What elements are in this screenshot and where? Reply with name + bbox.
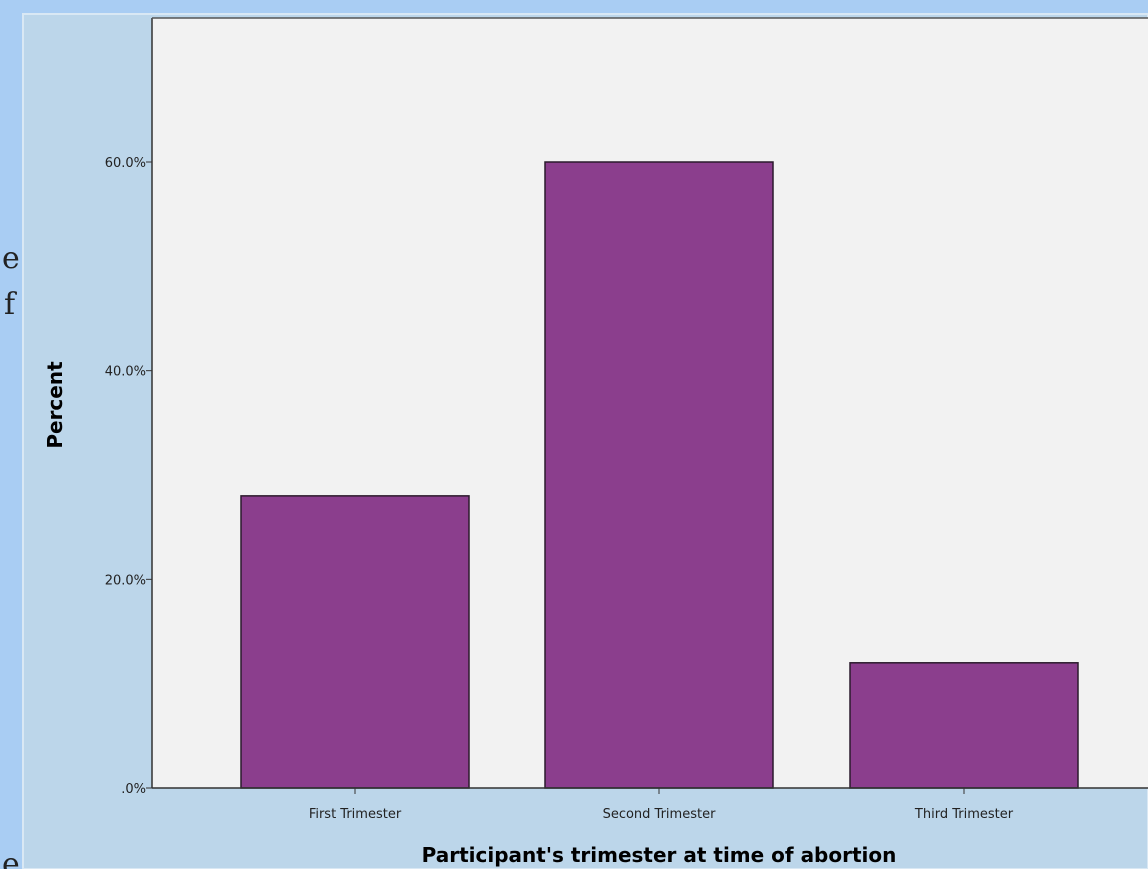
- background-text-fragment: e: [2, 241, 20, 276]
- bar: [544, 161, 774, 789]
- y-tick-label: 40.0%: [105, 365, 146, 380]
- background-document-strip: [0, 0, 23, 869]
- y-tick-label: .0%: [121, 782, 146, 797]
- y-tick-label: 20.0%: [105, 573, 146, 588]
- background-text-fragment: e: [2, 847, 20, 869]
- bar: [849, 662, 1079, 789]
- bars-layer: [240, 161, 1079, 789]
- x-tick-label: First Trimester: [309, 807, 402, 822]
- y-tick-label: 60.0%: [105, 156, 146, 171]
- x-tick-label: Second Trimester: [603, 807, 716, 822]
- x-axis-title: Participant's trimester at time of abort…: [422, 843, 897, 867]
- axes-layer: .0% 20.0% 40.0% 60.0% First Trimester Second …: [105, 17, 1148, 822]
- background-text-fragment: f: [4, 287, 16, 322]
- y-axis-title: Percent: [43, 361, 67, 449]
- x-tick-label: Third Trimester: [914, 807, 1014, 822]
- bar: [240, 495, 470, 789]
